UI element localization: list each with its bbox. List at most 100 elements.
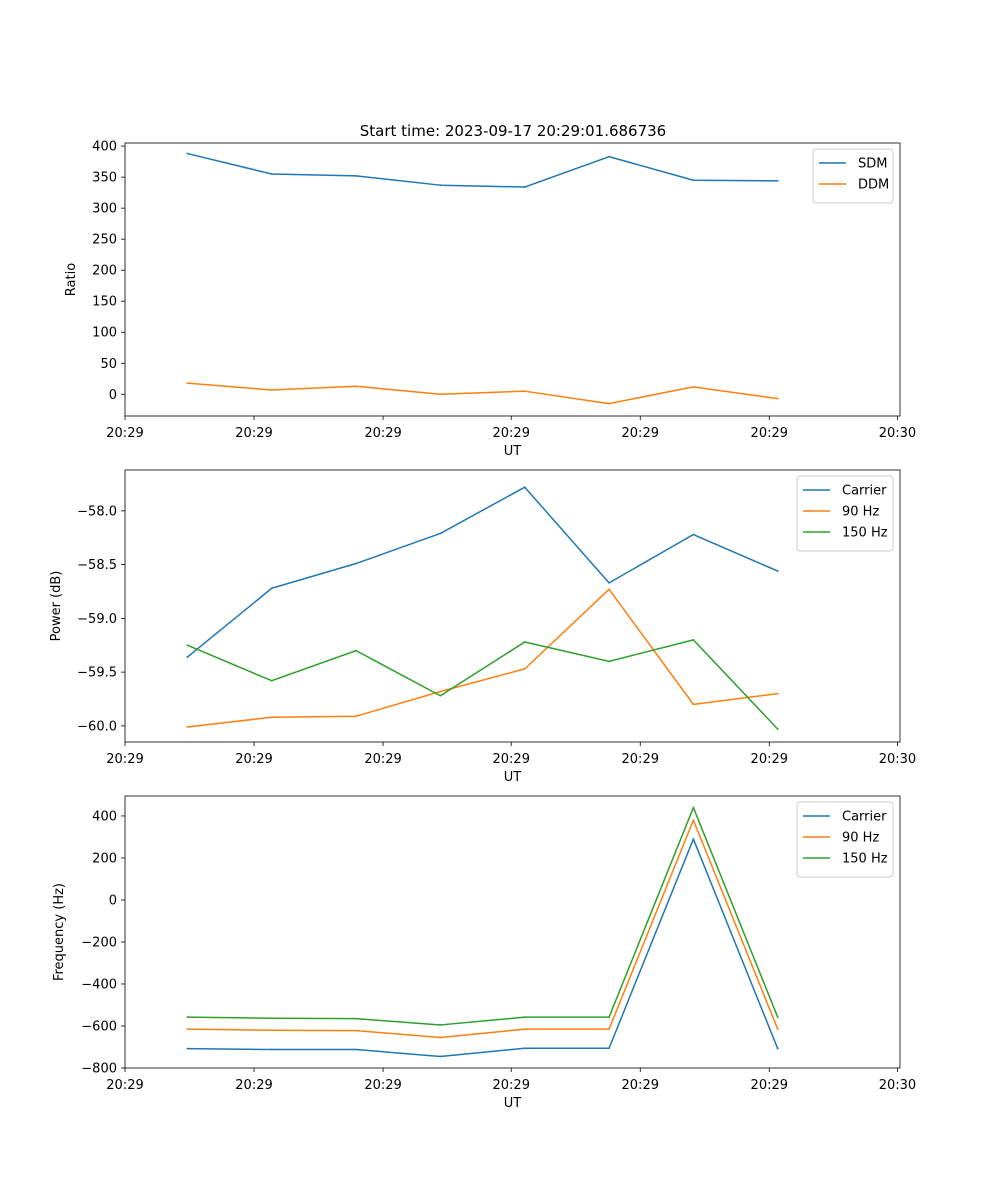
- data-point: [692, 179, 695, 182]
- data-point: [692, 638, 695, 641]
- legend-label: DDM: [858, 178, 889, 193]
- y-tick-label: −400: [81, 977, 117, 992]
- data-point: [523, 1028, 526, 1031]
- y-tick-label: 50: [100, 357, 117, 372]
- data-point: [692, 819, 695, 822]
- x-tick-label: 20:29: [106, 1078, 143, 1093]
- y-axis-label: Frequency (Hz): [52, 883, 67, 981]
- y-tick-label: −58.5: [77, 558, 117, 573]
- data-point: [776, 1028, 779, 1031]
- data-point: [186, 152, 189, 155]
- legend: SDM DDM: [812, 148, 894, 204]
- data-point: [355, 1029, 357, 1032]
- data-point: [355, 649, 357, 652]
- y-tick-label: −59.5: [77, 666, 117, 681]
- subplot-2: 20:29 20:29 20:29 20:29 20:29 20:29 20:30 −60.0…: [49, 469, 916, 785]
- legend: Carrier 90 Hz 150 Hz: [796, 801, 894, 878]
- data-point: [439, 184, 442, 187]
- legend: Carrier 90 Hz 150 Hz: [796, 475, 894, 552]
- data-point: [776, 570, 779, 572]
- data-point: [355, 562, 357, 565]
- data-point: [692, 838, 695, 840]
- x-tick-label: 20:29: [106, 752, 143, 767]
- x-tick-label: 20:30: [879, 426, 916, 441]
- data-point: [608, 588, 610, 591]
- data-point: [692, 806, 695, 809]
- y-tick-label: 0: [109, 893, 117, 908]
- x-axis-label: UT: [504, 444, 522, 459]
- data-point: [439, 393, 442, 396]
- data-point: [270, 679, 273, 682]
- y-tick-label: 150: [92, 295, 117, 310]
- y-tick-label: 200: [92, 264, 117, 279]
- y-tick-label: 200: [92, 851, 117, 866]
- data-point: [186, 1047, 189, 1050]
- data-point: [608, 402, 610, 405]
- data-point: [608, 1047, 610, 1050]
- series-line-90-hz: [187, 819, 779, 1039]
- data-point: [439, 1024, 442, 1026]
- y-tick-label: −200: [81, 935, 117, 950]
- x-tick-label: 20:29: [364, 426, 401, 441]
- y-tick-label: 250: [92, 233, 117, 248]
- x-tick-label: 20:29: [751, 1078, 788, 1093]
- y-tick-label: 100: [92, 326, 117, 341]
- legend-label: 90 Hz: [842, 505, 879, 520]
- data-point: [186, 1016, 189, 1019]
- x-tick-label: 20:29: [622, 426, 659, 441]
- axes-frame: [124, 795, 901, 1069]
- y-tick-label: −600: [81, 1019, 117, 1034]
- x-tick-label: 20:29: [235, 752, 272, 767]
- x-axis-label: UT: [504, 1096, 522, 1111]
- y-tick-label: 300: [92, 202, 117, 217]
- y-axis-label: Power (dB): [49, 571, 64, 642]
- x-tick-label: 20:29: [235, 1078, 272, 1093]
- data-point: [523, 1047, 526, 1050]
- data-point: [439, 1036, 442, 1039]
- series-line-90-hz: [187, 588, 778, 728]
- data-point: [608, 1028, 610, 1031]
- data-point: [523, 390, 526, 393]
- series-line-ddm: [187, 382, 778, 405]
- data-point: [776, 179, 779, 182]
- axes-frame: [124, 469, 901, 743]
- legend-label: 150 Hz: [842, 852, 888, 867]
- data-point: [692, 703, 695, 706]
- data-point: [439, 532, 442, 535]
- data-point: [523, 486, 526, 489]
- data-point: [608, 155, 610, 158]
- data-point: [270, 587, 273, 590]
- data-point: [355, 715, 357, 718]
- subplot-1: 20:29 20:29 20:29 20:29 20:29 20:29 20:30 0 50 10…: [64, 140, 916, 459]
- data-point: [355, 1017, 357, 1020]
- x-tick-label: 20:29: [622, 1078, 659, 1093]
- data-point: [355, 174, 357, 177]
- x-tick-label: 20:29: [364, 752, 401, 767]
- x-tick-label: 20:30: [879, 1078, 916, 1093]
- data-point: [692, 385, 695, 388]
- data-point: [523, 667, 526, 670]
- data-point: [776, 397, 779, 400]
- data-point: [270, 716, 273, 719]
- data-point: [776, 1016, 779, 1019]
- y-axis-label: Ratio: [64, 263, 79, 296]
- x-tick-label: 20:29: [622, 752, 659, 767]
- data-point: [186, 726, 189, 728]
- x-tick-label: 20:29: [235, 426, 272, 441]
- y-tick-label: 350: [92, 171, 117, 186]
- data-point: [439, 690, 442, 693]
- x-tick-label: 20:29: [364, 1078, 401, 1093]
- y-tick-label: 0: [109, 388, 117, 403]
- x-tick-label: 20:29: [493, 426, 530, 441]
- data-point: [186, 1028, 189, 1031]
- series-line-carrier: [187, 838, 779, 1058]
- x-tick-label: 20:30: [879, 752, 916, 767]
- data-point: [692, 533, 695, 536]
- legend-label: Carrier: [842, 484, 887, 499]
- subplot-3: 20:29 20:29 20:29 20:29 20:29 20:29 20:30 −800 −…: [52, 795, 916, 1111]
- x-tick-label: 20:29: [751, 426, 788, 441]
- data-point: [270, 1017, 273, 1020]
- data-point: [186, 382, 189, 385]
- data-point: [270, 1029, 273, 1032]
